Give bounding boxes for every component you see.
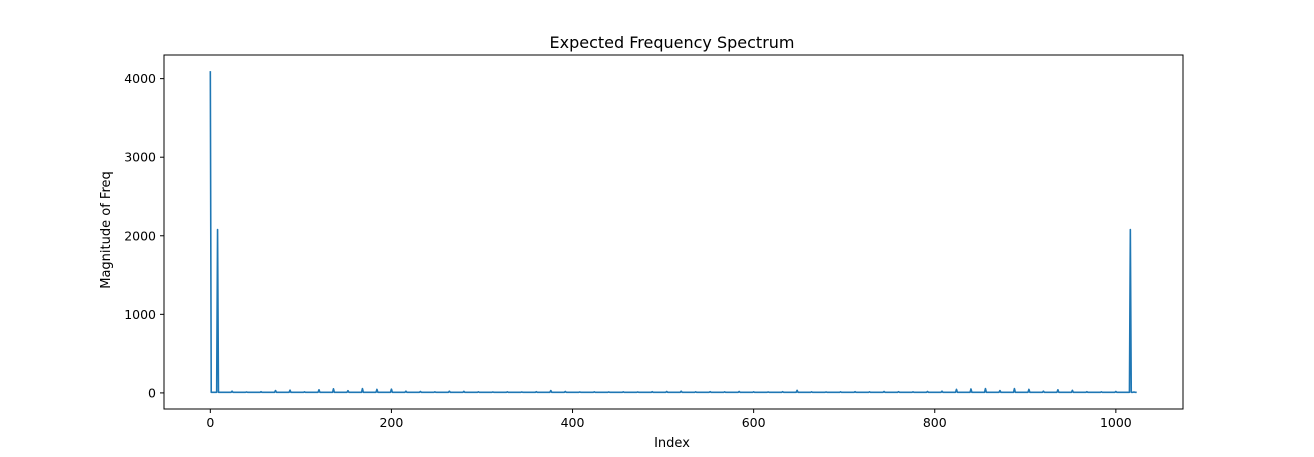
x-tick-label: 1000 [1100, 415, 1132, 430]
chart-title: Expected Frequency Spectrum [549, 33, 794, 52]
y-tick-label: 4000 [124, 71, 156, 86]
series-line-0 [209, 71, 1137, 394]
x-axis: 0 200 400 600 800 1000 [206, 409, 1132, 430]
y-axis-label: Magnitude of Freq [99, 171, 114, 289]
axes-frame [163, 54, 1184, 410]
y-tick-label: 2000 [124, 228, 156, 243]
x-axis-label: Index [654, 436, 690, 451]
y-tick-label: 1000 [124, 307, 156, 322]
x-tick-label: 0 [206, 415, 214, 430]
x-tick-label: 600 [742, 415, 766, 430]
y-tick-label: 0 [148, 385, 156, 400]
y-tick-label: 3000 [124, 150, 156, 165]
x-tick-label: 800 [923, 415, 947, 430]
x-tick-label: 400 [561, 415, 585, 430]
y-axis: 0 1000 2000 3000 4000 [124, 71, 164, 400]
x-tick-label: 200 [379, 415, 403, 430]
plot-area [163, 54, 1184, 410]
